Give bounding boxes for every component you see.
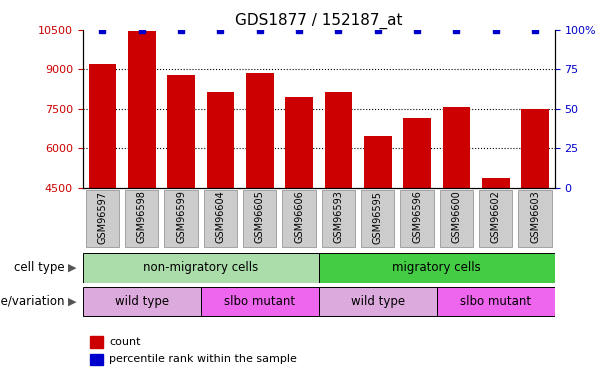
Bar	[246, 74, 273, 188]
FancyBboxPatch shape	[322, 190, 355, 247]
Text: ▶: ▶	[68, 297, 77, 306]
Bar	[285, 97, 313, 188]
Text: GSM96593: GSM96593	[333, 190, 343, 243]
Bar	[319, 253, 555, 282]
Bar	[201, 287, 319, 316]
Text: slbo mutant: slbo mutant	[460, 295, 531, 308]
Text: GSM96596: GSM96596	[412, 190, 422, 243]
Text: GSM96597: GSM96597	[97, 190, 107, 244]
Text: GSM96602: GSM96602	[491, 190, 501, 243]
Bar	[90, 336, 103, 348]
FancyBboxPatch shape	[204, 190, 237, 247]
Bar	[364, 136, 392, 188]
Bar	[436, 287, 555, 316]
Bar	[443, 107, 470, 188]
Bar	[482, 178, 509, 188]
Text: wild type: wild type	[351, 295, 405, 308]
Bar	[167, 75, 195, 188]
Text: GSM96600: GSM96600	[451, 190, 462, 243]
Bar	[207, 92, 234, 188]
FancyBboxPatch shape	[361, 190, 395, 247]
FancyBboxPatch shape	[164, 190, 198, 247]
Bar	[90, 354, 103, 365]
Bar	[319, 287, 436, 316]
Text: GSM96606: GSM96606	[294, 190, 304, 243]
Text: non-migratory cells: non-migratory cells	[143, 261, 259, 274]
Bar	[521, 109, 549, 188]
FancyBboxPatch shape	[519, 190, 552, 247]
Bar	[83, 253, 319, 282]
Bar	[403, 118, 431, 188]
Text: wild type: wild type	[115, 295, 169, 308]
FancyBboxPatch shape	[479, 190, 512, 247]
Text: GSM96598: GSM96598	[137, 190, 147, 243]
Bar	[128, 32, 156, 188]
FancyBboxPatch shape	[400, 190, 434, 247]
Text: ▶: ▶	[68, 263, 77, 273]
FancyBboxPatch shape	[440, 190, 473, 247]
FancyBboxPatch shape	[86, 190, 119, 247]
Text: GSM96595: GSM96595	[373, 190, 383, 244]
Bar	[89, 64, 116, 188]
Text: GSM96604: GSM96604	[215, 190, 226, 243]
Text: GSM96603: GSM96603	[530, 190, 540, 243]
Text: genotype/variation: genotype/variation	[0, 295, 64, 308]
Bar	[83, 287, 201, 316]
Text: cell type: cell type	[14, 261, 64, 274]
Text: GSM96605: GSM96605	[255, 190, 265, 243]
FancyBboxPatch shape	[283, 190, 316, 247]
Text: percentile rank within the sample: percentile rank within the sample	[109, 354, 297, 364]
Text: slbo mutant: slbo mutant	[224, 295, 295, 308]
Text: migratory cells: migratory cells	[392, 261, 481, 274]
Text: count: count	[109, 337, 141, 347]
FancyBboxPatch shape	[243, 190, 276, 247]
Bar	[325, 92, 352, 188]
Text: GSM96599: GSM96599	[176, 190, 186, 243]
Title: GDS1877 / 152187_at: GDS1877 / 152187_at	[235, 12, 403, 28]
FancyBboxPatch shape	[125, 190, 159, 247]
